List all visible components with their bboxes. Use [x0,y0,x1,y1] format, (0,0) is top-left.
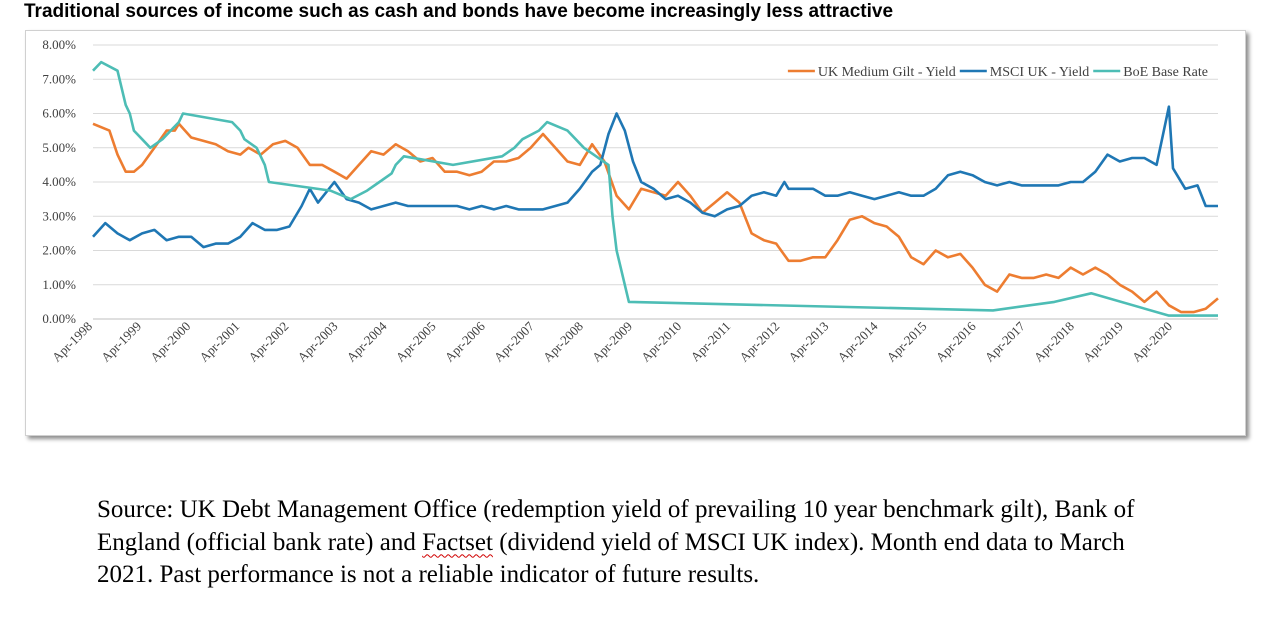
x-tick-label: Apr-2012 [736,319,782,365]
x-tick-label: Apr-1999 [98,319,144,365]
x-tick-label: Apr-2020 [1129,319,1175,365]
x-tick-label: Apr-2002 [245,319,291,365]
x-tick-label: Apr-2017 [982,318,1029,365]
source-note-flagged-word: Factset [422,528,493,556]
source-note-text: Source: UK Debt Management Office (redem… [97,496,1135,556]
x-tick-label: Apr-2009 [589,319,635,365]
y-tick-label: 6.00% [42,106,76,121]
x-tick-label: Apr-2016 [933,318,980,365]
legend-label: BoE Base Rate [1123,65,1208,80]
source-note-text-end: (dividend yield of MSCI UK index). Month… [97,528,1125,589]
x-tick-label: Apr-2007 [491,318,538,365]
x-tick-label: Apr-2001 [196,319,242,365]
legend-label: UK Medium Gilt - Yield [818,65,956,80]
x-tick-label: Apr-2018 [1031,319,1077,365]
gridlines [93,44,1218,320]
y-tick-label: 5.00% [42,140,76,155]
y-tick-label: 0.00% [42,311,76,326]
y-tick-label: 3.00% [42,208,76,223]
x-tick-label: Apr-2006 [442,318,489,365]
series-line [92,122,1219,314]
source-note: Source: UK Debt Management Office (redem… [97,494,1157,592]
x-tick-label: Apr-2013 [785,319,831,365]
x-tick-label: Apr-2010 [638,319,684,365]
x-tick-label: Apr-2004 [343,318,390,365]
y-axis: 0.00% 1.00% 2.00% 3.00% 4.00% 5.00% 6.00% 7.00%… [42,37,76,326]
y-tick-label: 7.00% [42,71,76,86]
x-tick-label: Apr-2008 [540,319,586,365]
x-tick-label: Apr-2000 [147,319,193,365]
y-tick-label: 2.00% [42,243,76,258]
y-tick-label: 8.00% [42,37,76,52]
series-line [92,60,1218,317]
x-tick-label: Apr-2014 [834,318,881,365]
chart-title: Traditional sources of income such as ca… [24,1,894,22]
chart-frame: 0.00% 1.00% 2.00% 3.00% 4.00% 5.00% 6.00% 7.00%… [25,30,1246,436]
series-line [92,105,1218,249]
x-tick-label: Apr-2011 [687,319,733,365]
series-lines [92,60,1219,317]
legend-label: MSCI UK - Yield [990,65,1089,80]
x-tick-label: Apr-2003 [294,319,340,365]
x-axis: Apr-1998 Apr-1999 Apr-2000 Apr-2001 Apr-2002… [49,318,1218,365]
x-tick-label: Apr-2005 [393,319,439,365]
y-tick-label: 1.00% [42,277,76,292]
legend: BoE Base Rate MSCI UK - Yield UK Medium Gi… [787,65,1208,80]
x-tick-label: Apr-2019 [1080,319,1126,365]
line-chart: 0.00% 1.00% 2.00% 3.00% 4.00% 5.00% 6.00% 7.00%… [42,37,1219,365]
x-tick-label: Apr-2015 [883,319,929,365]
y-tick-label: 4.00% [42,174,76,189]
